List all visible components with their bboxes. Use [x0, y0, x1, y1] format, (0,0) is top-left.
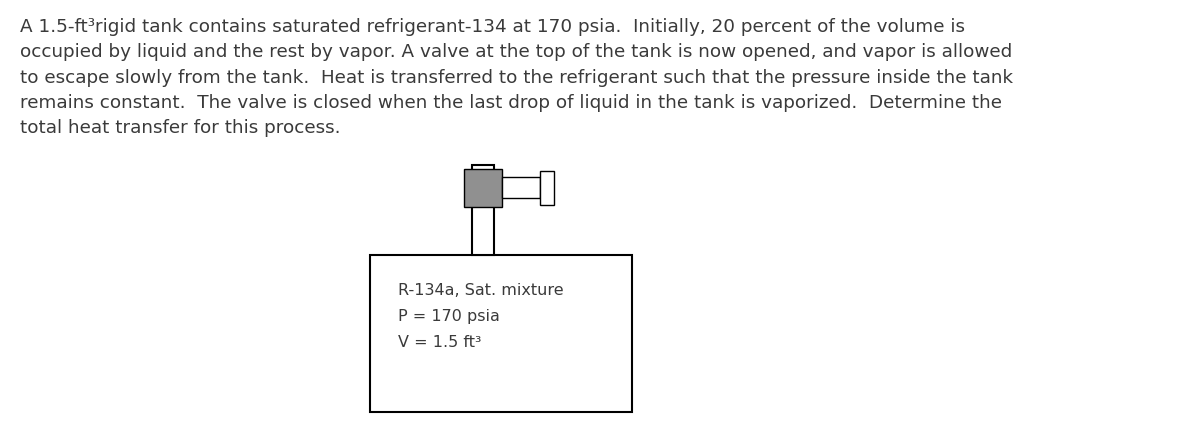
- Text: P = 170 psia: P = 170 psia: [398, 309, 500, 324]
- Text: V = 1.5 ft³: V = 1.5 ft³: [398, 335, 481, 350]
- Bar: [540, 171, 553, 205]
- Text: R-134a, Sat. mixture: R-134a, Sat. mixture: [398, 283, 564, 298]
- Bar: [472, 165, 493, 255]
- Bar: [370, 255, 632, 412]
- Text: A 1.5-ft³rigid tank contains saturated refrigerant-134 at 170 psia.  Initially, : A 1.5-ft³rigid tank contains saturated r…: [20, 18, 1013, 137]
- Bar: [502, 177, 540, 198]
- Bar: [463, 169, 502, 207]
